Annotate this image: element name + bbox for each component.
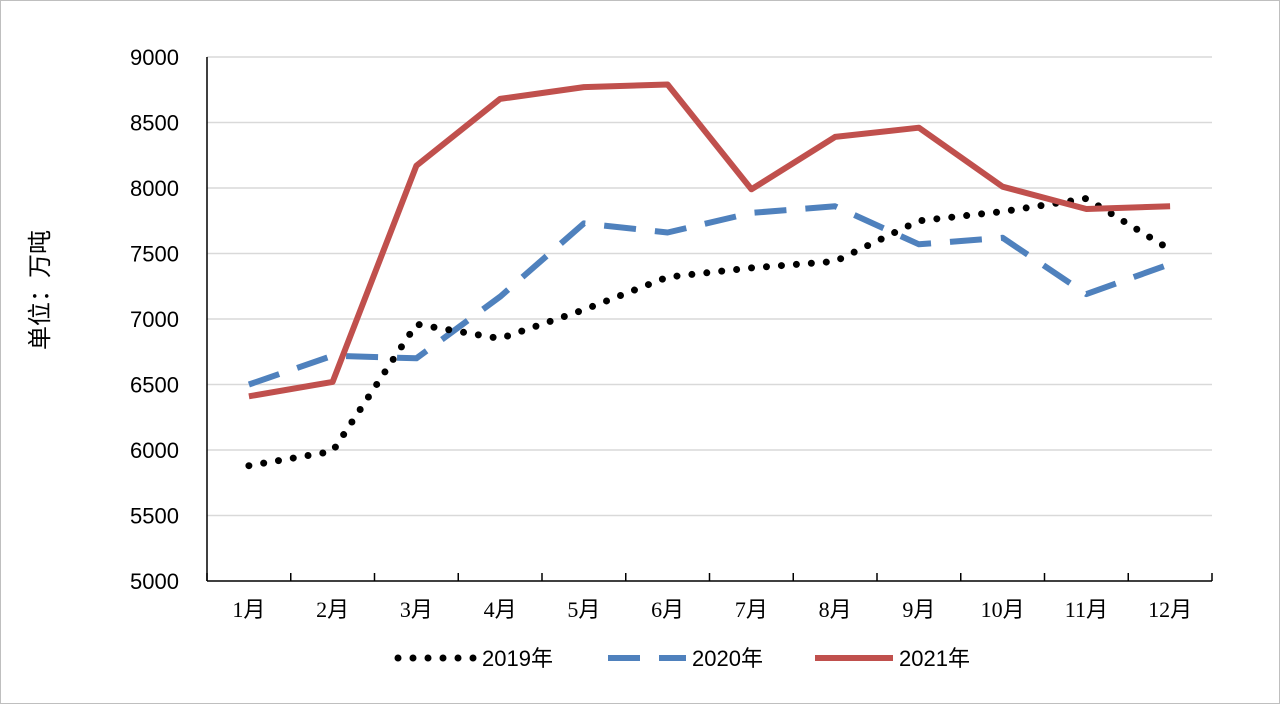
x-tick-label: 8月 <box>819 597 852 622</box>
series-lines <box>245 81 1174 470</box>
gridlines <box>207 56 1212 517</box>
x-tick-label: 10月 <box>981 597 1025 622</box>
x-tick-label: 3月 <box>400 597 433 622</box>
y-tick-label: 6500 <box>130 373 179 398</box>
series-line-2020年 <box>247 203 1172 388</box>
y-tick-label: 8000 <box>130 176 179 201</box>
x-tick-label: 2月 <box>316 597 349 622</box>
legend-label-2020年: 2020年 <box>692 646 763 671</box>
y-tick-label: 7500 <box>130 242 179 267</box>
y-tick-labels: 5000 5500 6000 6500 7000 7500 8000 8500 9000 <box>130 45 179 594</box>
y-tick-label: 5500 <box>130 504 179 529</box>
x-tick-labels: 1月 2月 3月 4月 5月 6月 7月 8月 9月 10月 11月 12月 <box>232 597 1192 622</box>
y-tick-label: 9000 <box>130 45 179 70</box>
x-tick-label: 6月 <box>651 597 684 622</box>
legend: 2019年 2020年 2021年 <box>394 646 970 671</box>
x-tick-label: 1月 <box>232 597 265 622</box>
series-line-2021年 <box>248 81 1171 400</box>
x-tick-label: 9月 <box>902 597 935 622</box>
legend-label-2021年: 2021年 <box>899 646 970 671</box>
y-axis-label: 单位：万吨 <box>27 230 54 350</box>
x-tick-label: 11月 <box>1065 597 1108 622</box>
x-tick-label: 12月 <box>1148 597 1192 622</box>
legend-label-2019年: 2019年 <box>482 646 553 671</box>
x-tick-label: 4月 <box>484 597 517 622</box>
x-tick-label: 7月 <box>735 597 768 622</box>
y-tick-label: 8500 <box>130 111 179 136</box>
series-line-2019年 <box>245 195 1174 470</box>
axes <box>206 57 1213 582</box>
y-tick-label: 6000 <box>130 438 179 463</box>
y-tick-label: 7000 <box>130 307 179 332</box>
y-tick-label: 5000 <box>130 569 179 594</box>
x-tick-label: 5月 <box>567 597 600 622</box>
